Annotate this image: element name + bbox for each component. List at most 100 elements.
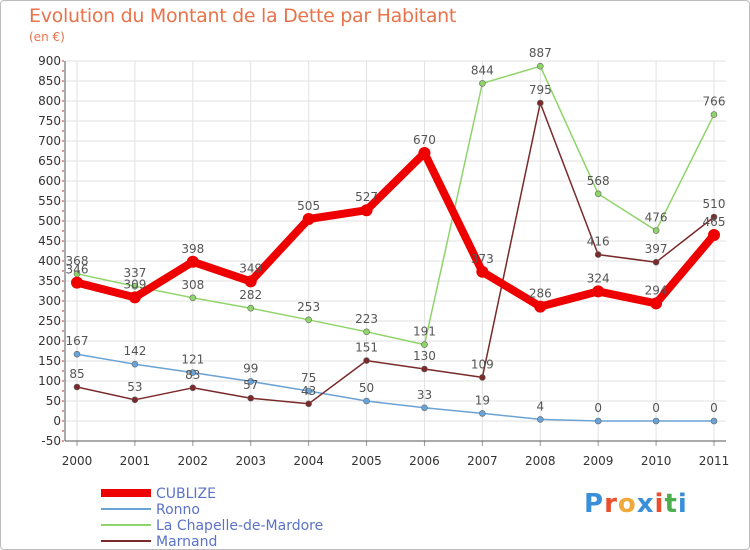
data-point: [421, 365, 428, 373]
data-point: [189, 369, 197, 376]
data-label: 844: [471, 63, 494, 77]
data-label: 373: [471, 252, 494, 266]
data-label: 308: [181, 278, 204, 292]
data-label: 33: [417, 388, 432, 402]
data-point: [71, 276, 83, 289]
legend-label: Marnand: [156, 534, 217, 550]
data-point: [244, 275, 257, 288]
data-label: 527: [355, 190, 378, 204]
data-point: [360, 204, 373, 217]
data-label: 309: [123, 277, 146, 291]
data-label: 57: [243, 378, 258, 392]
data-label: 505: [297, 199, 320, 213]
y-tick-label: 250: [38, 314, 61, 328]
data-label: 337: [123, 266, 146, 280]
data-label: 121: [181, 353, 204, 367]
data-label: 130: [413, 349, 436, 363]
x-tick-label: 2006: [409, 454, 440, 468]
data-point: [363, 397, 370, 405]
series-line-marnand: [76, 102, 715, 405]
series-line-ronno: [76, 353, 715, 422]
data-point: [131, 282, 139, 290]
data-label: 346: [66, 263, 89, 277]
x-tick-label: 2010: [641, 454, 672, 468]
legend-label: CUBLIZE: [156, 486, 216, 502]
data-point: [305, 316, 312, 324]
x-tick-label: 2000: [62, 454, 93, 468]
data-point: [305, 387, 312, 395]
data-label: 53: [127, 380, 142, 394]
chart-title: Evolution du Montant de la Dette par Hab…: [29, 5, 457, 27]
data-label: 286: [529, 287, 552, 301]
data-label: 99: [243, 361, 258, 375]
legend-label: La Chapelle-de-Mardore: [156, 518, 323, 534]
y-tick-label: 800: [38, 94, 61, 108]
data-label: 191: [413, 325, 436, 339]
data-point: [652, 227, 660, 234]
y-tick-label: 300: [38, 294, 61, 308]
data-label: 795: [529, 83, 552, 97]
brand-letter: P: [584, 489, 605, 519]
data-point: [536, 416, 544, 423]
x-tick-label: 2008: [525, 454, 556, 468]
data-label: 85: [69, 367, 84, 381]
plot-area: [65, 61, 726, 441]
y-tick-label: 500: [38, 214, 61, 228]
data-point: [186, 255, 199, 268]
y-tick-label: 150: [38, 354, 61, 368]
data-point: [247, 378, 255, 385]
y-tick-label: 0: [53, 414, 61, 428]
data-label: 109: [471, 357, 494, 371]
data-point: [305, 400, 312, 408]
data-point: [247, 304, 255, 312]
legend-label: Ronno: [156, 502, 200, 518]
y-tick-label: 550: [38, 194, 61, 208]
y-tick-label: 400: [38, 254, 61, 268]
data-label: 324: [587, 271, 610, 285]
data-label: 253: [297, 300, 320, 314]
data-point: [421, 341, 428, 348]
data-point: [652, 258, 660, 266]
data-label: 465: [703, 215, 726, 229]
data-label: 75: [301, 371, 316, 385]
data-point: [708, 229, 720, 241]
x-tick-label: 2004: [293, 454, 324, 468]
data-point: [534, 300, 547, 313]
data-label: 151: [355, 341, 378, 355]
data-label: 294: [645, 283, 668, 297]
data-point: [189, 294, 197, 302]
data-label: 397: [645, 242, 668, 256]
brand-letter: r: [604, 489, 618, 519]
data-point: [650, 297, 663, 310]
data-label: 398: [181, 242, 204, 256]
y-tick-label: 600: [38, 174, 61, 188]
x-tick-label: 2005: [351, 454, 382, 468]
brand-letter: x: [636, 489, 655, 519]
x-tick-label: 2003: [235, 454, 266, 468]
x-tick-label: 2009: [583, 454, 614, 468]
data-point: [594, 417, 602, 425]
data-label: 167: [66, 334, 89, 348]
brand-letter: i: [654, 489, 665, 519]
data-point: [479, 410, 486, 417]
data-label: 476: [645, 211, 668, 225]
y-tick-label: 750: [38, 114, 61, 128]
data-label: 887: [529, 46, 552, 60]
data-point: [73, 383, 81, 391]
brand-letter: t: [664, 489, 678, 519]
data-label: 368: [66, 254, 89, 268]
data-label: 510: [703, 197, 726, 211]
data-label: 0: [652, 401, 660, 415]
data-label: 568: [587, 174, 610, 188]
y-tick-label: 350: [38, 274, 61, 288]
data-label: 670: [413, 133, 436, 147]
data-point: [73, 350, 81, 358]
data-label: 43: [301, 384, 316, 398]
y-tick-label: 50: [46, 394, 61, 408]
data-point: [594, 190, 602, 198]
data-point: [131, 396, 139, 404]
y-tick-label: 850: [38, 74, 61, 88]
y-tick-label: -50: [41, 434, 61, 448]
